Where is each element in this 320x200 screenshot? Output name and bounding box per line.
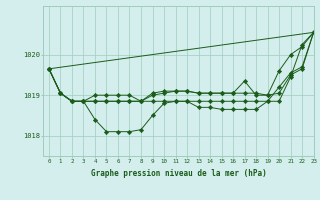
X-axis label: Graphe pression niveau de la mer (hPa): Graphe pression niveau de la mer (hPa): [91, 169, 266, 178]
